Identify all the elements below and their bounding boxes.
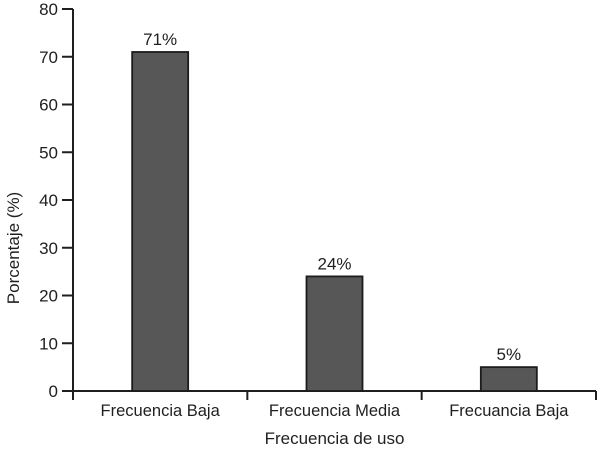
x-category-label: Frecuancia Baja [449, 402, 569, 420]
y-tick-label: 50 [39, 143, 58, 162]
y-tick-label: 60 [39, 96, 58, 115]
bar [305, 275, 364, 392]
y-tick-label: 30 [39, 239, 58, 258]
y-tick-label: 10 [39, 334, 58, 353]
x-category-label: Frecuencia Media [269, 402, 401, 420]
y-tick-label: 70 [39, 48, 58, 67]
y-tick-label: 20 [39, 287, 58, 306]
bar-value-label: 71% [143, 30, 177, 49]
bar [131, 51, 190, 392]
x-axis-title: Frecuencia de uso [265, 429, 405, 448]
bar-value-label: 24% [317, 254, 351, 273]
bar-value-label: 5% [497, 345, 522, 364]
y-tick-label: 40 [39, 191, 58, 210]
y-tick-label: 0 [49, 382, 58, 401]
x-category-label: Frecuencia Baja [101, 402, 221, 420]
bar [479, 366, 538, 392]
y-tick-label: 80 [39, 0, 58, 19]
y-axis-title: Porcentaje (%) [4, 192, 23, 304]
